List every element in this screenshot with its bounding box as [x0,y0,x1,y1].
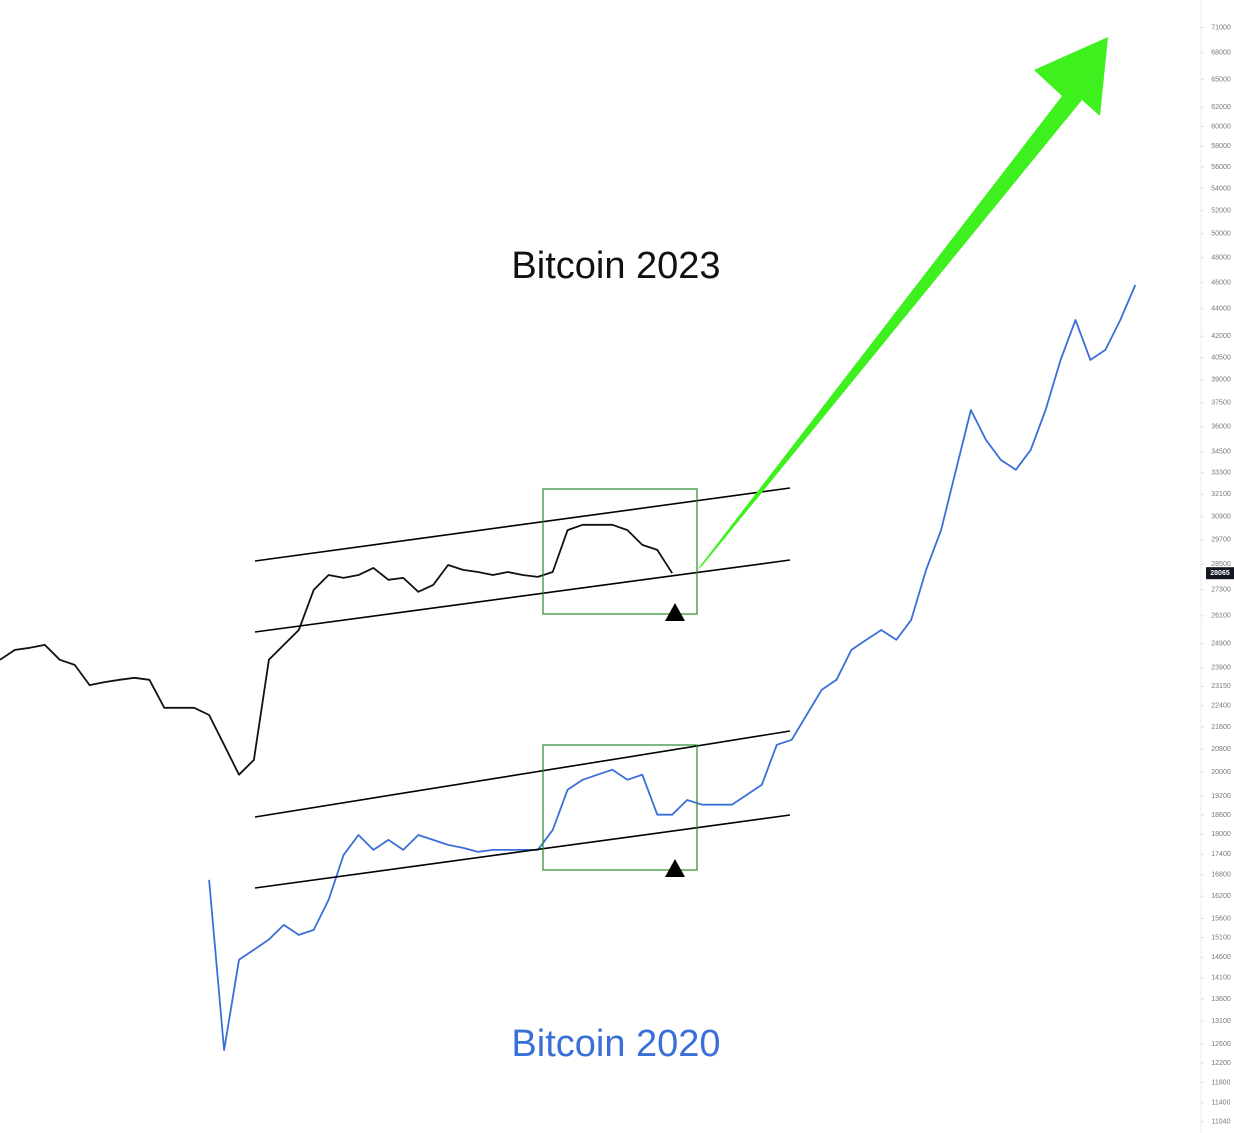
channel-line [254,730,791,818]
y-tick-label: 13600 [1211,996,1231,1003]
y-tick-label: 16200 [1211,893,1231,900]
channel-line [254,814,791,889]
y-tick-label: 68000 [1211,50,1231,57]
y-tick-label: 46000 [1211,280,1231,287]
y-tick-label: 17400 [1211,851,1231,858]
y-tick-label: 44000 [1211,306,1231,313]
arrow [697,37,1108,570]
highlight-box [542,744,698,871]
y-tick-label: 14100 [1211,975,1231,982]
y-tick-label: 27300 [1211,586,1231,593]
y-tick-label: 18000 [1211,831,1231,838]
highlight-box [542,488,698,615]
y-tick-label: 36000 [1211,424,1231,431]
y-tick-label: 29700 [1211,537,1231,544]
y-tick-label: 15100 [1211,934,1231,941]
series-label: Bitcoin 2023 [511,245,720,287]
channel-line [254,487,791,562]
y-tick-label: 26100 [1211,613,1231,620]
y-tick-label: 60000 [1211,123,1231,130]
y-tick-label: 65000 [1211,76,1231,83]
y-tick-label: 12600 [1211,1041,1231,1048]
y-tick-label: 32100 [1211,491,1231,498]
y-tick-label: 39000 [1211,377,1231,384]
y-tick-label: 16800 [1211,872,1231,879]
channel-line [254,559,791,633]
y-tick-label: 28500 [1211,561,1231,568]
y-tick-label: 11040 [1212,1119,1231,1126]
y-tick-label: 11800 [1212,1079,1231,1086]
y-tick-label: 21600 [1211,724,1231,731]
y-tick-label: 18600 [1211,812,1231,819]
y-tick-label: 71000 [1211,24,1231,31]
y-tick-label: 23900 [1211,664,1231,671]
price-tag-label: 28065 [1210,570,1230,577]
y-tick-label: 58000 [1211,143,1231,150]
y-tick-label: 48000 [1211,255,1231,262]
triangle-marker [665,603,685,621]
y-tick-label: 20800 [1211,746,1231,753]
y-tick-label: 24900 [1211,640,1231,647]
price-line [208,284,1137,1051]
price-line [0,523,673,776]
y-tick-label: 15600 [1211,915,1231,922]
y-tick-label: 54000 [1211,185,1231,192]
y-tick-label: 34500 [1211,449,1231,456]
y-tick-label: 19200 [1211,793,1231,800]
y-tick-label: 62000 [1211,104,1231,111]
y-tick-label: 37500 [1211,400,1231,407]
y-tick-label: 56000 [1211,164,1231,171]
y-tick-label: 12200 [1211,1060,1231,1067]
price-tag [1206,567,1234,580]
y-tick-label: 14600 [1211,954,1231,961]
y-tick-label: 11400 [1212,1100,1231,1107]
y-tick-label: 40500 [1211,354,1231,361]
y-tick-label: 22400 [1211,703,1231,710]
triangle-marker [665,859,685,877]
y-tick-label: 13100 [1211,1018,1231,1025]
y-tick-label: 23150 [1211,683,1231,690]
annotations [254,37,1108,889]
y-tick-label: 52000 [1211,207,1231,214]
y-tick-label: 20000 [1211,769,1231,776]
y-tick-label: 42000 [1211,333,1231,340]
y-tick-label: 50000 [1211,231,1231,238]
y-tick-label: 33300 [1211,469,1231,476]
y-tick-label: 30900 [1211,513,1231,520]
series-label: Bitcoin 2020 [511,1023,720,1065]
